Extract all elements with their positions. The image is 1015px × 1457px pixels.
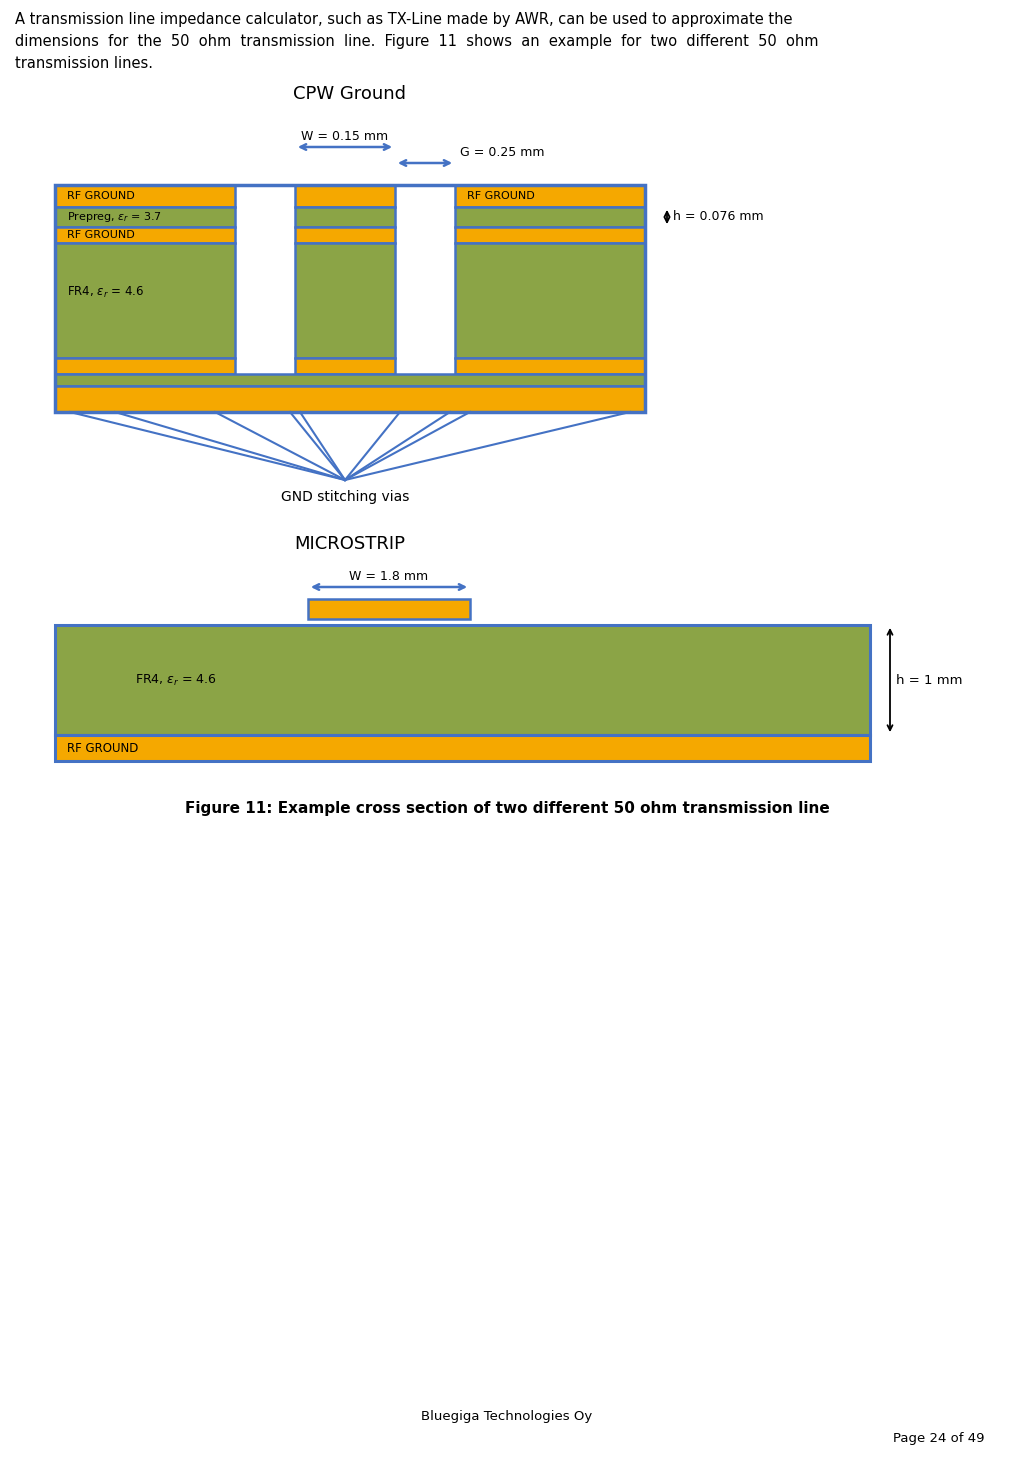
Text: h = 1 mm: h = 1 mm xyxy=(896,673,962,686)
Text: Prepreg, $\varepsilon_r$ = 3.7: Prepreg, $\varepsilon_r$ = 3.7 xyxy=(67,210,161,224)
Text: CPW Ground: CPW Ground xyxy=(293,85,406,103)
Bar xyxy=(55,625,870,734)
Text: dimensions  for  the  50  ohm  transmission  line.  Figure  11  shows  an  examp: dimensions for the 50 ohm transmission l… xyxy=(15,34,818,50)
Text: FR4, $\varepsilon_r$ = 4.6: FR4, $\varepsilon_r$ = 4.6 xyxy=(135,673,217,688)
Bar xyxy=(55,207,235,227)
Bar xyxy=(455,207,645,227)
Bar xyxy=(55,386,645,412)
Bar xyxy=(455,185,645,207)
Text: GND stitching vias: GND stitching vias xyxy=(281,490,409,504)
Text: RF GROUND: RF GROUND xyxy=(467,191,535,201)
Bar xyxy=(295,207,395,227)
Bar xyxy=(295,227,395,243)
Text: FR4, $\varepsilon_r$ = 4.6: FR4, $\varepsilon_r$ = 4.6 xyxy=(67,286,144,300)
Bar xyxy=(55,374,645,386)
Bar xyxy=(295,243,395,358)
Text: G = 0.25 mm: G = 0.25 mm xyxy=(460,146,544,159)
Bar xyxy=(455,358,645,374)
Text: W = 1.8 mm: W = 1.8 mm xyxy=(349,570,428,583)
Text: MICROSTRIP: MICROSTRIP xyxy=(294,535,406,554)
Text: transmission lines.: transmission lines. xyxy=(15,55,153,71)
Text: RF GROUND: RF GROUND xyxy=(67,230,135,240)
Bar xyxy=(308,599,470,619)
Bar xyxy=(455,227,645,243)
Bar xyxy=(55,227,235,243)
Bar xyxy=(55,243,235,358)
Text: RF GROUND: RF GROUND xyxy=(67,742,138,755)
Text: Figure 11: Example cross section of two different 50 ohm transmission line: Figure 11: Example cross section of two … xyxy=(185,801,829,816)
Bar xyxy=(55,185,235,207)
Text: Bluegiga Technologies Oy: Bluegiga Technologies Oy xyxy=(421,1410,593,1423)
Bar xyxy=(55,734,870,761)
Text: W = 0.15 mm: W = 0.15 mm xyxy=(301,130,389,143)
Bar xyxy=(55,358,235,374)
Bar xyxy=(55,185,645,412)
Text: RF GROUND: RF GROUND xyxy=(67,191,135,201)
Text: Page 24 of 49: Page 24 of 49 xyxy=(893,1432,985,1445)
Text: h = 0.076 mm: h = 0.076 mm xyxy=(673,210,763,223)
Text: A transmission line impedance calculator, such as TX-Line made by AWR, can be us: A transmission line impedance calculator… xyxy=(15,12,793,28)
Bar xyxy=(295,358,395,374)
Bar xyxy=(295,185,395,207)
Bar xyxy=(455,243,645,358)
